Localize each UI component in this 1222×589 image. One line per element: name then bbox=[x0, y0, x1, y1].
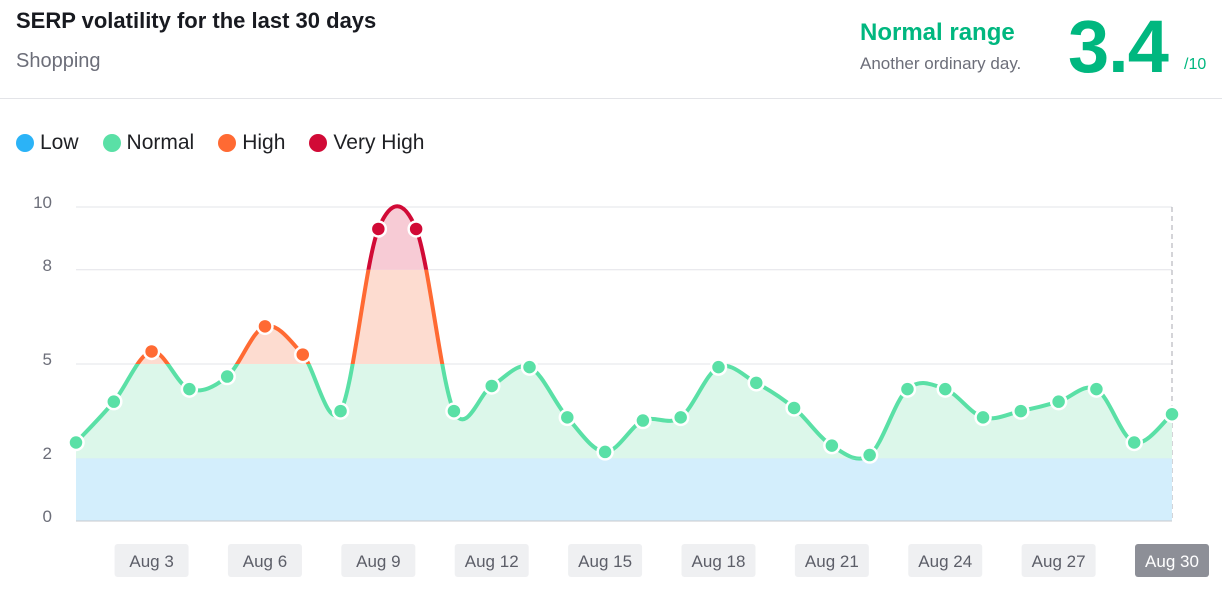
y-tick-label: 10 bbox=[33, 193, 52, 212]
data-point bbox=[142, 342, 161, 361]
data-point bbox=[482, 377, 501, 395]
category-subtitle: Shopping bbox=[16, 50, 101, 72]
x-tick-label: Aug 24 bbox=[918, 552, 972, 571]
data-point bbox=[256, 317, 274, 336]
x-tick-label: Aug 21 bbox=[805, 552, 859, 571]
data-point bbox=[1049, 392, 1068, 411]
data-point bbox=[1125, 433, 1143, 452]
chart-header: SERP volatility for the last 30 days Sho… bbox=[0, 0, 1222, 99]
data-point bbox=[671, 408, 690, 427]
x-tick-badge bbox=[681, 544, 756, 577]
status-label: Normal range bbox=[860, 19, 1015, 46]
y-tick-label: 8 bbox=[43, 256, 52, 275]
data-point bbox=[747, 374, 766, 392]
legend: Low Normal High Very High bbox=[16, 131, 448, 155]
data-point bbox=[105, 392, 123, 411]
data-point bbox=[709, 358, 728, 376]
data-point bbox=[1163, 405, 1181, 423]
y-tick-label: 0 bbox=[43, 507, 52, 526]
volatility-score-max: /10 bbox=[1184, 56, 1207, 73]
data-point bbox=[558, 408, 577, 427]
x-tick-badge bbox=[114, 544, 189, 577]
volatility-score: 3.4 bbox=[1068, 5, 1169, 88]
y-tick-label: 5 bbox=[43, 350, 52, 369]
x-tick-label: Aug 9 bbox=[356, 552, 400, 571]
x-tick-label: Aug 18 bbox=[692, 552, 746, 571]
data-point bbox=[785, 399, 803, 417]
legend-item-very-high[interactable]: Very High bbox=[309, 131, 424, 155]
data-point bbox=[369, 220, 388, 238]
status-description: Another ordinary day. bbox=[860, 54, 1022, 73]
x-tick-badge bbox=[1135, 544, 1209, 577]
very-high-dot-icon bbox=[309, 134, 328, 152]
data-point bbox=[520, 358, 539, 376]
data-point bbox=[331, 402, 350, 420]
legend-label-very-high: Very High bbox=[333, 131, 425, 154]
data-point bbox=[1087, 380, 1106, 398]
band-low-area bbox=[76, 458, 1172, 521]
data-point bbox=[860, 446, 879, 464]
x-tick-label: Aug 6 bbox=[243, 552, 287, 571]
data-point bbox=[1012, 402, 1030, 420]
x-tick-label: Aug 3 bbox=[129, 552, 173, 571]
y-tick-label: 2 bbox=[43, 444, 52, 463]
data-point bbox=[218, 367, 236, 386]
data-point bbox=[294, 345, 312, 364]
x-tick-badge bbox=[341, 544, 416, 577]
x-tick-label: Aug 15 bbox=[578, 552, 632, 571]
data-point bbox=[596, 443, 614, 461]
data-point bbox=[445, 402, 463, 420]
legend-label-high: High bbox=[242, 131, 286, 154]
legend-label-low: Low bbox=[40, 131, 79, 154]
x-tick-badge bbox=[908, 544, 983, 577]
legend-item-low[interactable]: Low bbox=[16, 131, 79, 155]
data-point bbox=[898, 380, 917, 398]
data-point bbox=[634, 411, 652, 430]
data-point bbox=[974, 408, 992, 427]
x-tick-label: Aug 30 bbox=[1145, 552, 1199, 571]
x-tick-badge bbox=[454, 544, 529, 577]
page-title: SERP volatility for the last 30 days bbox=[16, 8, 377, 33]
legend-item-normal[interactable]: Normal bbox=[102, 131, 195, 155]
x-tick-badge bbox=[227, 544, 302, 577]
x-tick-label: Aug 12 bbox=[465, 552, 519, 571]
legend-label-normal: Normal bbox=[126, 131, 195, 154]
normal-dot-icon bbox=[102, 134, 121, 152]
legend-item-high[interactable]: High bbox=[218, 131, 285, 155]
data-point bbox=[180, 380, 199, 398]
low-dot-icon bbox=[16, 134, 34, 152]
x-tick-badge bbox=[1021, 544, 1096, 577]
data-point bbox=[67, 433, 85, 452]
data-point bbox=[936, 380, 954, 398]
x-tick-badge bbox=[568, 544, 643, 577]
data-point bbox=[407, 220, 425, 238]
x-tick-badge bbox=[794, 544, 869, 577]
x-tick-label: Aug 27 bbox=[1032, 552, 1086, 571]
data-point bbox=[823, 436, 841, 455]
high-dot-icon bbox=[218, 134, 237, 152]
